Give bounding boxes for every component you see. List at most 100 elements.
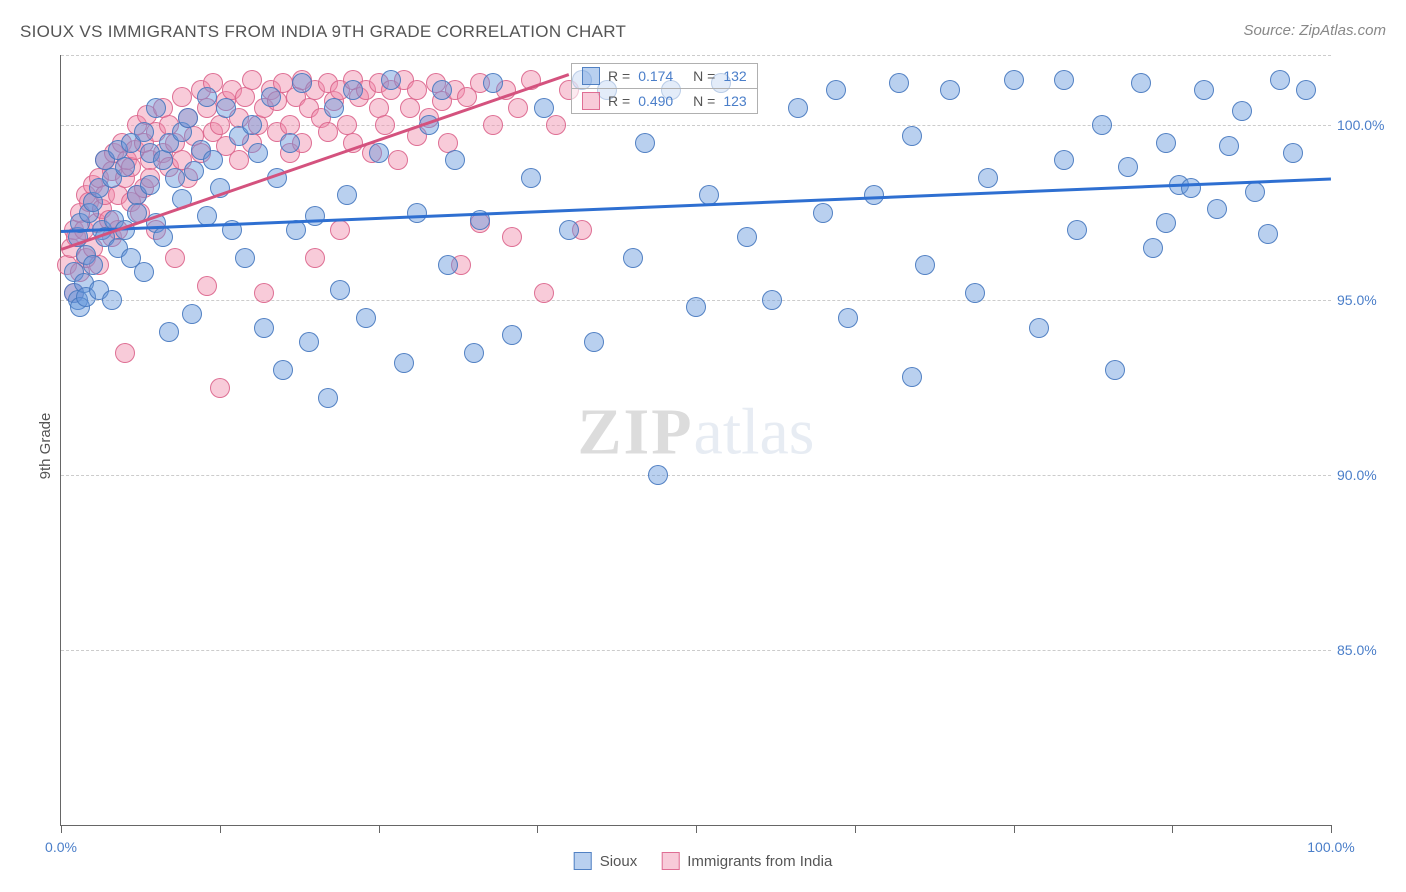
swatch-india [661,852,679,870]
data-point [813,203,833,223]
data-point [1296,80,1316,100]
data-point [534,98,554,118]
data-point [381,70,401,90]
data-point [1092,115,1112,135]
n-value-india: 123 [723,93,746,109]
data-point [1156,213,1176,233]
data-point [197,87,217,107]
x-tick [1014,825,1015,833]
data-point [445,150,465,170]
data-point [324,98,344,118]
data-point [115,343,135,363]
data-point [273,360,293,380]
data-point [1131,73,1151,93]
data-point [254,318,274,338]
x-tick [537,825,538,833]
data-point [1219,136,1239,156]
swatch-sioux [574,852,592,870]
data-point [584,332,604,352]
data-point [508,98,528,118]
y-tick-label: 90.0% [1337,467,1397,483]
data-point [356,308,376,328]
data-point [134,122,154,142]
x-tick-label: 0.0% [45,839,77,855]
data-point [197,276,217,296]
x-tick [61,825,62,833]
data-point [115,157,135,177]
r-label: R = [608,68,630,84]
x-tick [1172,825,1173,833]
watermark-zip: ZIP [578,395,694,468]
data-point [1029,318,1049,338]
data-point [737,227,757,247]
data-point [140,175,160,195]
data-point [337,185,357,205]
n-label: N = [693,93,715,109]
data-point [1067,220,1087,240]
data-point [184,161,204,181]
data-point [375,115,395,135]
data-point [965,283,985,303]
data-point [330,280,350,300]
n-value-sioux: 132 [723,68,746,84]
data-point [330,220,350,240]
data-point [1283,143,1303,163]
legend-label-india: Immigrants from India [687,853,832,870]
legend-item-sioux[interactable]: Sioux [574,852,638,870]
gridline [61,475,1331,476]
data-point [235,87,255,107]
legend-item-india[interactable]: Immigrants from India [661,852,832,870]
data-point [432,80,452,100]
data-point [902,126,922,146]
x-tick [855,825,856,833]
data-point [369,143,389,163]
y-tick-label: 85.0% [1337,642,1397,658]
data-point [483,73,503,93]
data-point [165,168,185,188]
data-point [261,87,281,107]
data-point [229,150,249,170]
source-attribution: Source: ZipAtlas.com [1243,22,1386,39]
data-point [940,80,960,100]
data-point [407,80,427,100]
x-tick [1331,825,1332,833]
data-point [483,115,503,135]
data-point [623,248,643,268]
data-point [318,388,338,408]
data-point [1194,80,1214,100]
data-point [305,206,325,226]
data-point [1245,182,1265,202]
data-point [210,115,230,135]
data-point [864,185,884,205]
scatter-plot-area: ZIPatlas R = 0.174 N = 132 R = 0.490 N =… [60,55,1331,826]
data-point [248,143,268,163]
stats-row-india: R = 0.490 N = 123 [572,89,757,113]
gridline [61,55,1331,56]
data-point [242,70,262,90]
data-point [464,343,484,363]
data-point [1258,224,1278,244]
data-point [388,150,408,170]
data-point [182,304,202,324]
data-point [978,168,998,188]
data-point [1143,238,1163,258]
data-point [318,122,338,142]
data-point [83,255,103,275]
x-tick [696,825,697,833]
data-point [546,115,566,135]
data-point [838,308,858,328]
data-point [203,150,223,170]
data-point [394,353,414,373]
y-tick-label: 95.0% [1337,292,1397,308]
data-point [242,115,262,135]
data-point [292,73,312,93]
data-point [146,98,166,118]
stats-row-sioux: R = 0.174 N = 132 [572,64,757,89]
data-point [210,378,230,398]
data-point [159,322,179,342]
data-point [254,283,274,303]
data-point [1156,133,1176,153]
data-point [343,80,363,100]
series-legend: Sioux Immigrants from India [574,852,833,870]
chart-title: SIOUX VS IMMIGRANTS FROM INDIA 9TH GRADE… [20,22,626,42]
